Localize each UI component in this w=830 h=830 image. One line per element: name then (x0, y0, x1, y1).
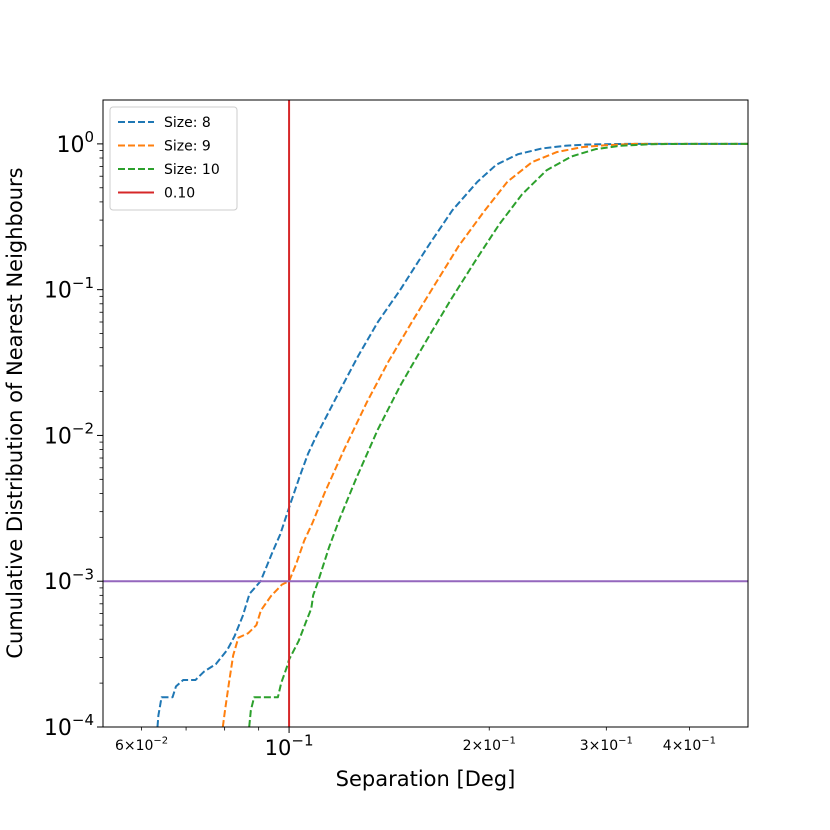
legend-label: Size: 10 (164, 162, 220, 178)
x-axis-label: Separation [Deg] (336, 767, 516, 791)
tick-labels: 10−4 10−3 10−2 10−1 100 10−1 6×10−2 2×10−1 3×10−… (44, 128, 716, 760)
y-tick-label: 10−3 (44, 565, 94, 595)
legend-label: 0.10 (164, 186, 195, 202)
x-minor-tick-label: 4×10−1 (663, 736, 716, 754)
legend-box (109, 106, 238, 211)
x-minor-tick-label: 2×10−1 (463, 736, 516, 754)
y-tick-label: 100 (56, 128, 94, 158)
y-tick-label: 10−4 (44, 711, 94, 741)
legend: Size: 8 Size: 9 Size: 10 0.10 (109, 106, 238, 211)
plot-frame (102, 99, 749, 728)
series-line-1 (156, 142, 748, 727)
legend-label: Size: 9 (164, 139, 211, 155)
y-tick-label: 10−2 (44, 420, 94, 450)
y-axis-label: Cumulative Distribution of Nearest Neigh… (3, 167, 27, 658)
series-line-3 (248, 142, 748, 727)
series-line-2 (221, 142, 748, 727)
legend-label: Size: 8 (164, 115, 211, 131)
x-tick-label: 10−1 (265, 732, 314, 760)
x-minor-tick-label: 3×10−1 (580, 736, 633, 754)
reference-lines (103, 100, 748, 727)
x-minor-tick-label: 6×10−2 (115, 736, 168, 754)
axis-ticks (97, 143, 690, 733)
series-layer (156, 142, 748, 727)
y-tick-label: 10−1 (44, 274, 94, 304)
